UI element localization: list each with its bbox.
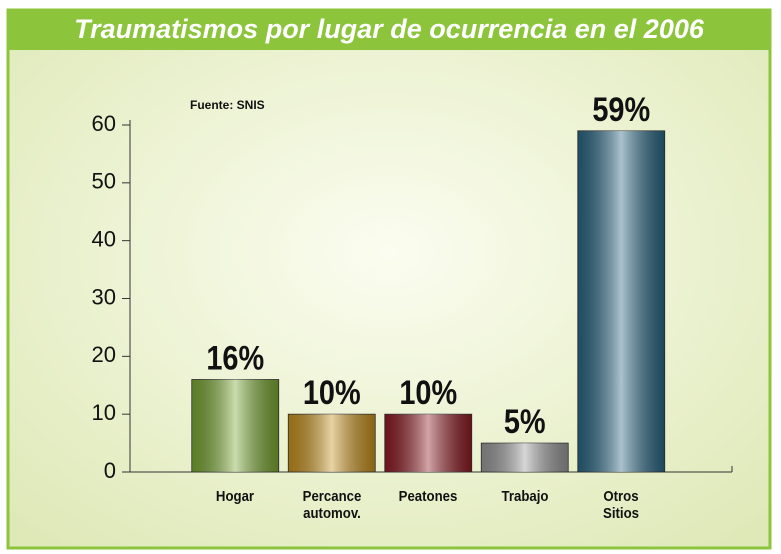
y-tick-label: 0 <box>104 458 116 483</box>
y-tick-label: 20 <box>92 342 116 367</box>
x-tick-label: Otros Sitios <box>603 488 640 522</box>
bar <box>191 379 280 473</box>
y-tick-label: 30 <box>92 284 116 309</box>
x-tick-label: Trabajo <box>501 488 549 505</box>
value-label: 10% <box>303 373 361 412</box>
y-tick-label: 40 <box>92 226 116 251</box>
value-label: 5% <box>504 402 546 441</box>
chart-title: Traumatismos por lugar de ocurrencia en … <box>74 14 705 44</box>
bar <box>577 130 666 473</box>
title-bar <box>8 10 770 50</box>
y-tick-label: 10 <box>92 400 116 425</box>
y-tick-label: 60 <box>92 111 116 136</box>
bar <box>480 442 569 473</box>
value-label: 59% <box>592 90 650 129</box>
bar <box>287 413 376 473</box>
value-label: 10% <box>399 373 457 412</box>
x-tick-label: Peatones <box>398 488 458 505</box>
y-tick-label: 50 <box>92 169 116 194</box>
source-note: Fuente: SNIS <box>190 98 265 112</box>
x-tick-label: Hogar <box>216 488 255 505</box>
value-label: 16% <box>206 338 264 377</box>
bar <box>384 413 473 473</box>
x-tick-label: Percance automov. <box>302 488 362 522</box>
